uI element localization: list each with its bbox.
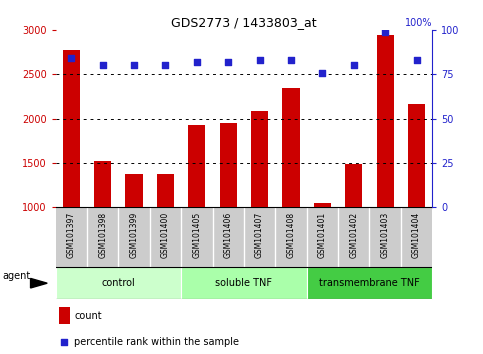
Text: GSM101404: GSM101404 — [412, 212, 421, 258]
Point — [412, 57, 420, 63]
Text: GSM101400: GSM101400 — [161, 212, 170, 258]
Point — [161, 63, 170, 68]
Point — [130, 63, 138, 68]
Polygon shape — [30, 278, 47, 288]
Bar — [345, 164, 362, 207]
Text: 100%: 100% — [405, 18, 432, 28]
Bar — [314, 202, 331, 207]
Text: GSM101407: GSM101407 — [255, 212, 264, 258]
Text: GSM101408: GSM101408 — [286, 212, 296, 258]
Point — [256, 57, 264, 63]
Point — [99, 63, 107, 68]
Bar — [94, 161, 111, 207]
Text: GSM101406: GSM101406 — [224, 212, 233, 258]
Text: GSM101405: GSM101405 — [192, 212, 201, 258]
Text: count: count — [74, 310, 102, 321]
Bar — [181, 267, 307, 299]
Bar — [59, 307, 70, 324]
Bar — [157, 175, 174, 207]
Text: agent: agent — [3, 271, 31, 281]
Text: GSM101399: GSM101399 — [129, 212, 139, 258]
Point — [224, 59, 232, 65]
Bar — [220, 123, 237, 207]
Bar — [63, 50, 80, 207]
Point — [287, 57, 295, 63]
Title: GDS2773 / 1433803_at: GDS2773 / 1433803_at — [171, 16, 317, 29]
Text: GSM101403: GSM101403 — [381, 212, 390, 258]
Text: percentile rank within the sample: percentile rank within the sample — [74, 337, 240, 347]
Bar — [283, 88, 299, 207]
Bar — [307, 267, 432, 299]
Text: soluble TNF: soluble TNF — [215, 278, 272, 288]
Text: control: control — [101, 278, 135, 288]
Bar — [377, 34, 394, 207]
Text: transmembrane TNF: transmembrane TNF — [319, 278, 420, 288]
Text: GSM101402: GSM101402 — [349, 212, 358, 258]
Bar — [408, 103, 425, 207]
Text: GSM101397: GSM101397 — [67, 212, 76, 258]
Text: GSM101401: GSM101401 — [318, 212, 327, 258]
Point — [60, 339, 68, 345]
Text: GSM101398: GSM101398 — [98, 212, 107, 258]
Point — [350, 63, 357, 68]
Point — [319, 70, 327, 75]
Bar — [56, 267, 181, 299]
Point — [193, 59, 201, 65]
Point — [382, 29, 389, 35]
Bar — [251, 110, 268, 207]
Point — [68, 56, 75, 61]
Bar — [126, 175, 142, 207]
Bar — [188, 125, 205, 207]
